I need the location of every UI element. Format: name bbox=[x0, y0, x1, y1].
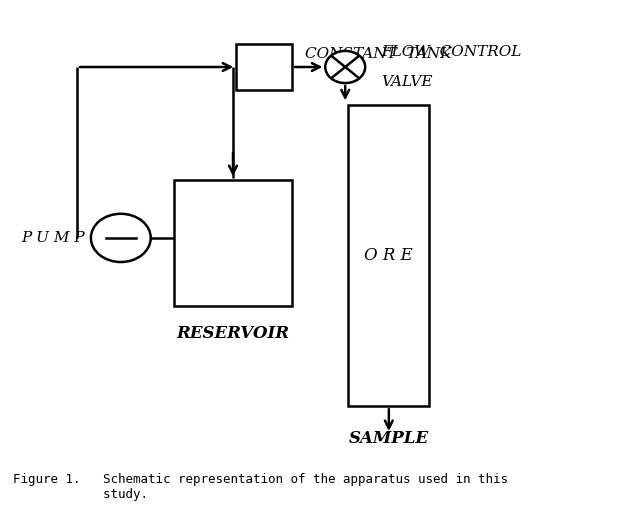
Text: RESERVOIR: RESERVOIR bbox=[177, 325, 289, 342]
Text: SAMPLE: SAMPLE bbox=[349, 430, 429, 448]
Bar bbox=[174, 180, 292, 306]
Bar bbox=[236, 44, 292, 89]
Text: FLOW  CONTROL: FLOW CONTROL bbox=[380, 45, 521, 59]
Bar bbox=[348, 105, 429, 406]
Circle shape bbox=[91, 214, 151, 262]
Text: O R E: O R E bbox=[365, 247, 413, 264]
Text: VALVE: VALVE bbox=[380, 75, 432, 88]
Text: CONSTANT  TANK: CONSTANT TANK bbox=[304, 47, 451, 61]
Text: Figure 1.   Schematic representation of the apparatus used in this
            s: Figure 1. Schematic representation of th… bbox=[13, 473, 508, 501]
Text: P U M P: P U M P bbox=[21, 231, 85, 245]
Circle shape bbox=[325, 51, 365, 83]
